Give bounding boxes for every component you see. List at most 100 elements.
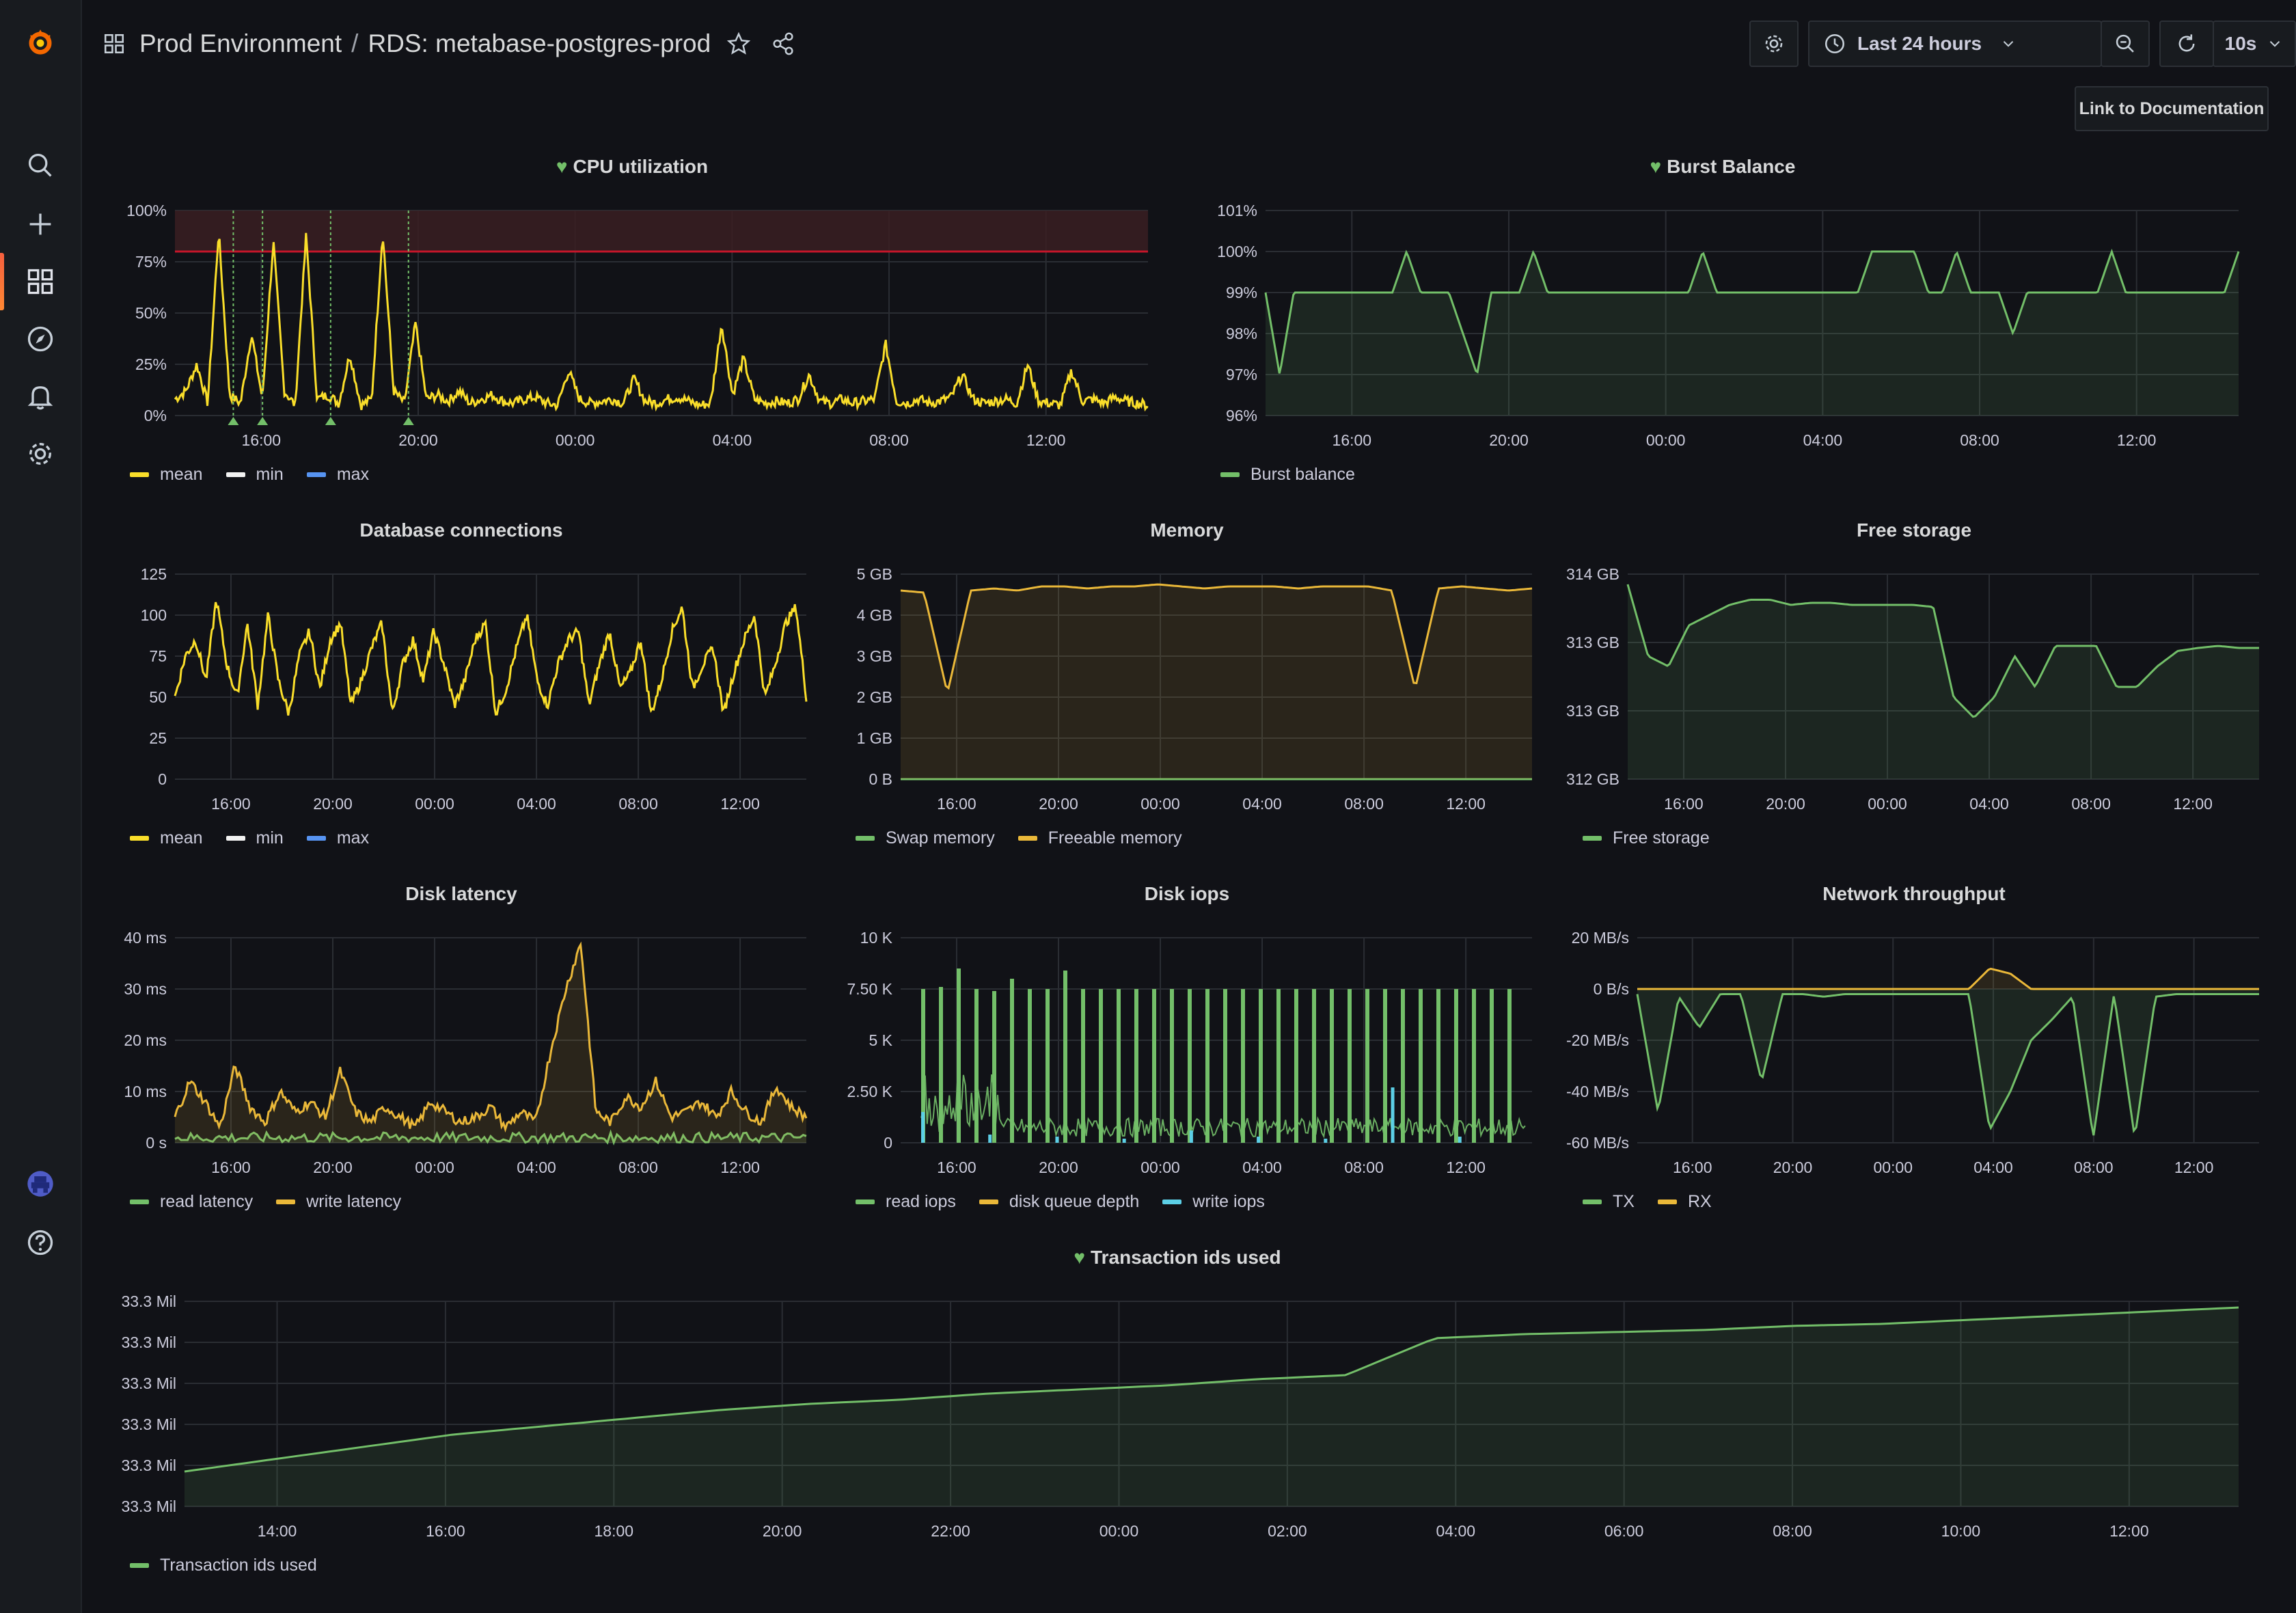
y-tick-label: 5 GB (857, 565, 892, 583)
y-tick-label: 75 (149, 647, 167, 665)
x-tick-label: 20:00 (1039, 795, 1078, 813)
panel-database-connections[interactable]: Database connections 125 100 75 50 25 0 16:00 2… (109, 519, 813, 854)
bar-read-iops (921, 989, 925, 1143)
legend-item-disk-queue-depth[interactable]: disk queue depth (979, 1192, 1139, 1212)
x-tick-label: 16:00 (937, 795, 976, 813)
explore-icon[interactable] (0, 310, 81, 368)
y-tick-label: 312 GB (1566, 770, 1620, 788)
y-tick-label: 313 GB (1566, 702, 1620, 720)
legend-item-freeable-memory[interactable]: Freeable memory (1017, 828, 1182, 848)
refresh-interval-picker[interactable]: 10s (2213, 21, 2296, 67)
x-tick-label: 12:00 (1026, 431, 1066, 449)
x-tick-label: 16:00 (426, 1522, 465, 1540)
x-tick-label: 22:00 (931, 1522, 970, 1540)
help-icon[interactable] (0, 1214, 81, 1271)
refresh-icon (2178, 34, 2195, 52)
legend-item-swap-memory[interactable]: Swap memory (856, 828, 995, 848)
y-tick-label: 33.3 Mil (121, 1456, 176, 1474)
share-icon[interactable] (771, 31, 797, 57)
chart-memory: 5 GB 4 GB 3 GB 2 GB 1 GB 0 B 16:00 20:00 00:00 04… (857, 565, 1533, 813)
legend-item-mean[interactable]: mean (130, 828, 203, 848)
plus-icon[interactable] (0, 195, 81, 253)
y-tick-label: 99% (1226, 284, 1257, 301)
x-tick-label: 08:00 (618, 795, 658, 813)
x-tick-label: 20:00 (1773, 1158, 1813, 1176)
series-line-read-latency (174, 1129, 807, 1146)
x-tick-label: 04:00 (517, 1158, 556, 1176)
bar-read-iops (992, 991, 996, 1143)
series-line-Transaction-ids-used (184, 1306, 2239, 1473)
x-tick-label: 12:00 (720, 795, 760, 813)
series-noise (920, 1074, 1526, 1139)
bar-write-iops (921, 1112, 925, 1143)
bar-read-iops (1134, 989, 1138, 1143)
time-range-picker[interactable]: Last 24 hours (1808, 21, 2102, 67)
y-tick-label: 98% (1226, 325, 1257, 342)
legend-item-rx[interactable]: RX (1657, 1192, 1712, 1212)
x-tick-label: 04:00 (1242, 795, 1282, 813)
bar-read-iops (1454, 989, 1458, 1143)
legend-item-tx[interactable]: TX (1583, 1192, 1635, 1212)
x-tick-label: 00:00 (1646, 431, 1686, 449)
x-tick-label: 04:00 (713, 431, 752, 449)
legend-item-max[interactable]: max (306, 465, 369, 485)
breadcrumb-folder[interactable]: Prod Environment (139, 29, 342, 57)
panel-disk-latency[interactable]: Disk latency 40 ms 30 ms 20 ms 10 ms 0 s 16:0… (109, 883, 813, 1218)
zoom-out-button[interactable] (2101, 21, 2150, 67)
x-tick-label: 20:00 (1766, 795, 1805, 813)
bar-read-iops (1383, 989, 1387, 1143)
legend-item-min[interactable]: min (226, 465, 284, 485)
y-tick-label: 33.3 Mil (121, 1415, 176, 1433)
legend-item-write-iops[interactable]: write iops (1162, 1192, 1265, 1212)
legend-item-mean[interactable]: mean (130, 465, 203, 485)
legend-item-burst-balance[interactable]: Burst balance (1220, 465, 1355, 485)
legend-item-free-storage[interactable]: Free storage (1583, 828, 1710, 848)
bar-write-iops (988, 1135, 992, 1143)
legend-item-read-iops[interactable]: read iops (856, 1192, 956, 1212)
sidebar (0, 0, 82, 1613)
legend-item-max[interactable]: max (306, 828, 369, 848)
panel-free-storage[interactable]: Free storage 314 GB 313 GB 313 GB 312 GB 16:… (1562, 519, 2266, 854)
health-heart-icon: ♥ (1074, 1247, 1086, 1268)
alerting-icon[interactable] (0, 368, 81, 425)
star-icon[interactable] (726, 31, 752, 57)
legend-item-min[interactable]: min (226, 828, 284, 848)
panel-cpu-utilization[interactable]: ♥ CPU utilization 100% 75% 50% 25% 0% 16:00 20:… (109, 156, 1155, 491)
config-icon[interactable] (0, 425, 81, 483)
bar-write-iops (1189, 1130, 1193, 1143)
panel-memory[interactable]: Memory 5 GB 4 GB 3 GB 2 GB 1 GB 0 B 16:00 20:00… (835, 519, 1539, 854)
bar-write-iops (1324, 1139, 1328, 1143)
y-tick-label: 100% (126, 202, 167, 219)
panel-burst-balance[interactable]: ♥ Burst Balance 101% 100% 99% 98% 97% 96% 16:00… (1200, 156, 2245, 491)
series-line-mean (174, 601, 808, 716)
bar-write-iops (1122, 1139, 1126, 1143)
panel-disk-iops[interactable]: Disk iops 10 K 7.50 K 5 K 2.50 K 0 16:00 20:00… (835, 883, 1539, 1218)
y-tick-label: 0 (158, 770, 167, 788)
panel-title: Transaction ids used (1091, 1247, 1281, 1268)
legend-item-read-latency[interactable]: read latency (130, 1192, 253, 1212)
documentation-link[interactable]: Link to Documentation (2075, 86, 2269, 131)
search-icon[interactable] (0, 137, 81, 194)
x-tick-label: 00:00 (1140, 795, 1180, 813)
legend-item-write-latency[interactable]: write latency (276, 1192, 401, 1212)
dashboard-settings-button[interactable] (1749, 21, 1799, 67)
x-tick-label: 08:00 (869, 431, 909, 449)
dashboard-title[interactable]: RDS: metabase-postgres-prod (368, 29, 711, 57)
panel-network-throughput[interactable]: Network throughput 20 MB/s 0 B/s -20 MB/s -… (1562, 883, 2266, 1218)
user-avatar-icon[interactable] (0, 1155, 81, 1212)
refresh-button[interactable] (2159, 21, 2214, 67)
bar-write-iops (1055, 1137, 1059, 1143)
chart-disk-iops: 10 K 7.50 K 5 K 2.50 K 0 16:00 20:00 00:00 04:00… (847, 929, 1532, 1176)
bar-read-iops (1046, 989, 1050, 1143)
dashboards-icon[interactable] (0, 253, 81, 310)
x-tick-label: 08:00 (1773, 1522, 1812, 1540)
grafana-logo-icon[interactable] (0, 14, 81, 71)
x-tick-label: 10:00 (1941, 1522, 1981, 1540)
legend-item-transaction-ids-used[interactable]: Transaction ids used (130, 1556, 317, 1575)
panel-transaction-ids-used[interactable]: ♥ Transaction ids used 33.3 Mil 33.3 Mil 33… (109, 1247, 2245, 1582)
y-tick-label: 96% (1226, 407, 1257, 424)
bar-read-iops (1223, 989, 1227, 1143)
bar-read-iops (1330, 989, 1334, 1143)
x-tick-label: 04:00 (517, 795, 556, 813)
panel-title: Free storage (1856, 519, 1972, 541)
